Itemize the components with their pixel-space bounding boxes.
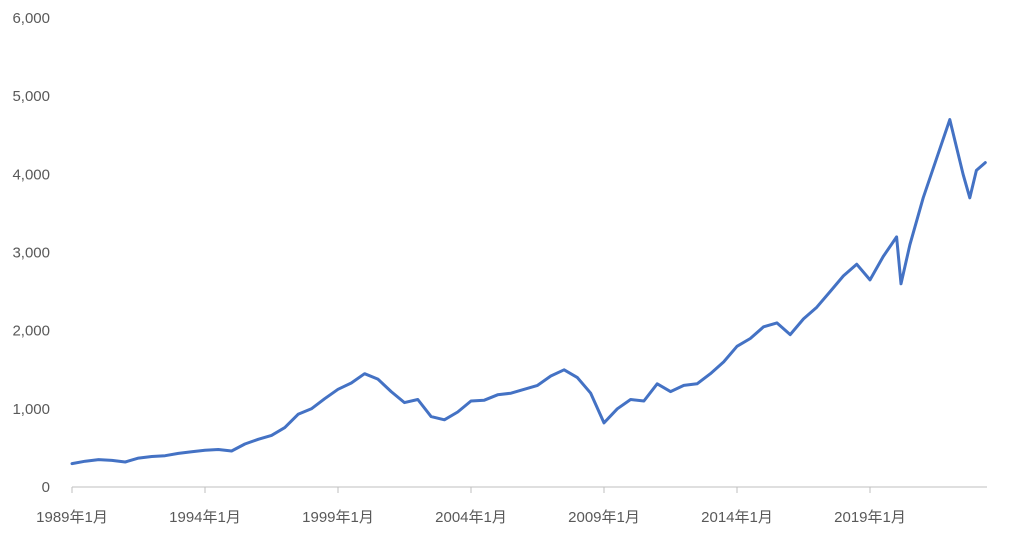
x-tick-label: 2009年1月 <box>568 509 640 526</box>
y-tick-label: 2,000 <box>12 323 50 340</box>
x-tick-label: 1994年1月 <box>169 509 241 526</box>
y-tick-label: 1,000 <box>12 401 50 418</box>
x-axis-ticks <box>71 487 871 493</box>
y-axis-tick-labels: 0 1,000 2,000 3,000 4,000 5,000 6,000 <box>12 10 50 496</box>
y-tick-label: 6,000 <box>12 10 50 27</box>
x-tick-label: 1999年1月 <box>302 509 374 526</box>
y-tick-label: 4,000 <box>12 166 50 183</box>
series-line <box>70 118 987 466</box>
x-axis-tick-labels: 1989年1月 1994年1月 1999年1月 2004年1月 2009年1月 2014年… <box>36 509 906 526</box>
x-tick-label: 2019年1月 <box>834 509 906 526</box>
y-tick-label: 0 <box>42 479 50 496</box>
x-tick-label: 2014年1月 <box>701 509 773 526</box>
y-tick-label: 3,000 <box>12 245 50 262</box>
y-tick-label: 5,000 <box>12 88 50 105</box>
x-tick-label: 2004年1月 <box>435 509 507 526</box>
x-tick-label: 1989年1月 <box>36 509 108 526</box>
